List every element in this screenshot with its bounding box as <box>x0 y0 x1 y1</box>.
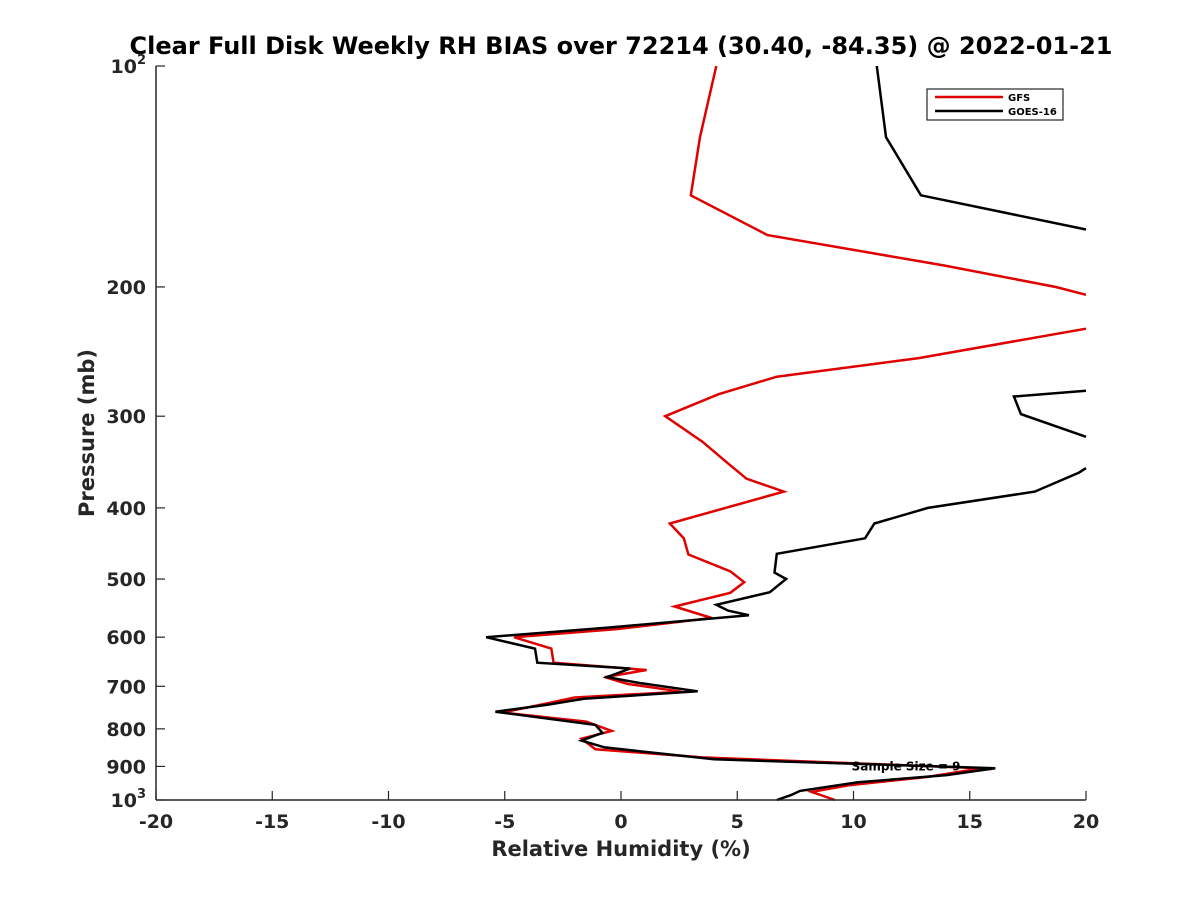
series-line-gfs-1 <box>502 327 1087 802</box>
y-tick-label: 600 <box>106 627 146 649</box>
y-tick-label: 200 <box>106 277 146 299</box>
legend: GFS GOES-16 <box>926 88 1064 121</box>
ticks-layer: -20 -15 -10 -5 0 5 10 15 20 102 200 300 400 500 600 700… <box>106 53 1099 833</box>
x-tick-label: 10 <box>840 811 866 833</box>
sample-size-annotation: Sample Size = 9 <box>852 759 961 773</box>
y-axis-label: Pressure (mb) <box>75 349 99 517</box>
y-tick-label: 500 <box>106 569 146 591</box>
x-tick-label: -5 <box>494 811 515 833</box>
y-tick-label: 103 <box>111 787 147 812</box>
chart-title: Clear Full Disk Weekly RH BIAS over 7221… <box>130 32 1113 60</box>
y-tick-label: 800 <box>106 719 146 741</box>
x-tick-label: 5 <box>731 811 744 833</box>
legend-box <box>926 88 1064 121</box>
series-line-gfs-0 <box>689 65 1087 297</box>
series-line-goes-16-2 <box>485 467 1087 802</box>
y-tick-label: 400 <box>106 498 146 520</box>
x-axis-label: Relative Humidity (%) <box>491 837 750 861</box>
legend-label-goes16: GOES-16 <box>1008 107 1057 118</box>
series-layer <box>485 65 1087 802</box>
x-tick-label: -15 <box>255 811 289 833</box>
x-tick-label: 0 <box>614 811 627 833</box>
legend-label-gfs: GFS <box>1008 93 1030 104</box>
y-tick-label: 900 <box>106 756 146 778</box>
x-tick-label: 15 <box>957 811 983 833</box>
x-tick-label: -10 <box>371 811 405 833</box>
y-tick-label: 102 <box>111 53 147 78</box>
series-line-goes-16-1 <box>1012 389 1087 438</box>
series-line-goes-16-0 <box>875 65 1087 231</box>
x-tick-label: -20 <box>139 811 173 833</box>
axes-layer <box>155 66 1086 801</box>
y-tick-label: 700 <box>106 676 146 698</box>
y-tick-label: 300 <box>106 406 146 428</box>
x-tick-label: 20 <box>1073 811 1099 833</box>
